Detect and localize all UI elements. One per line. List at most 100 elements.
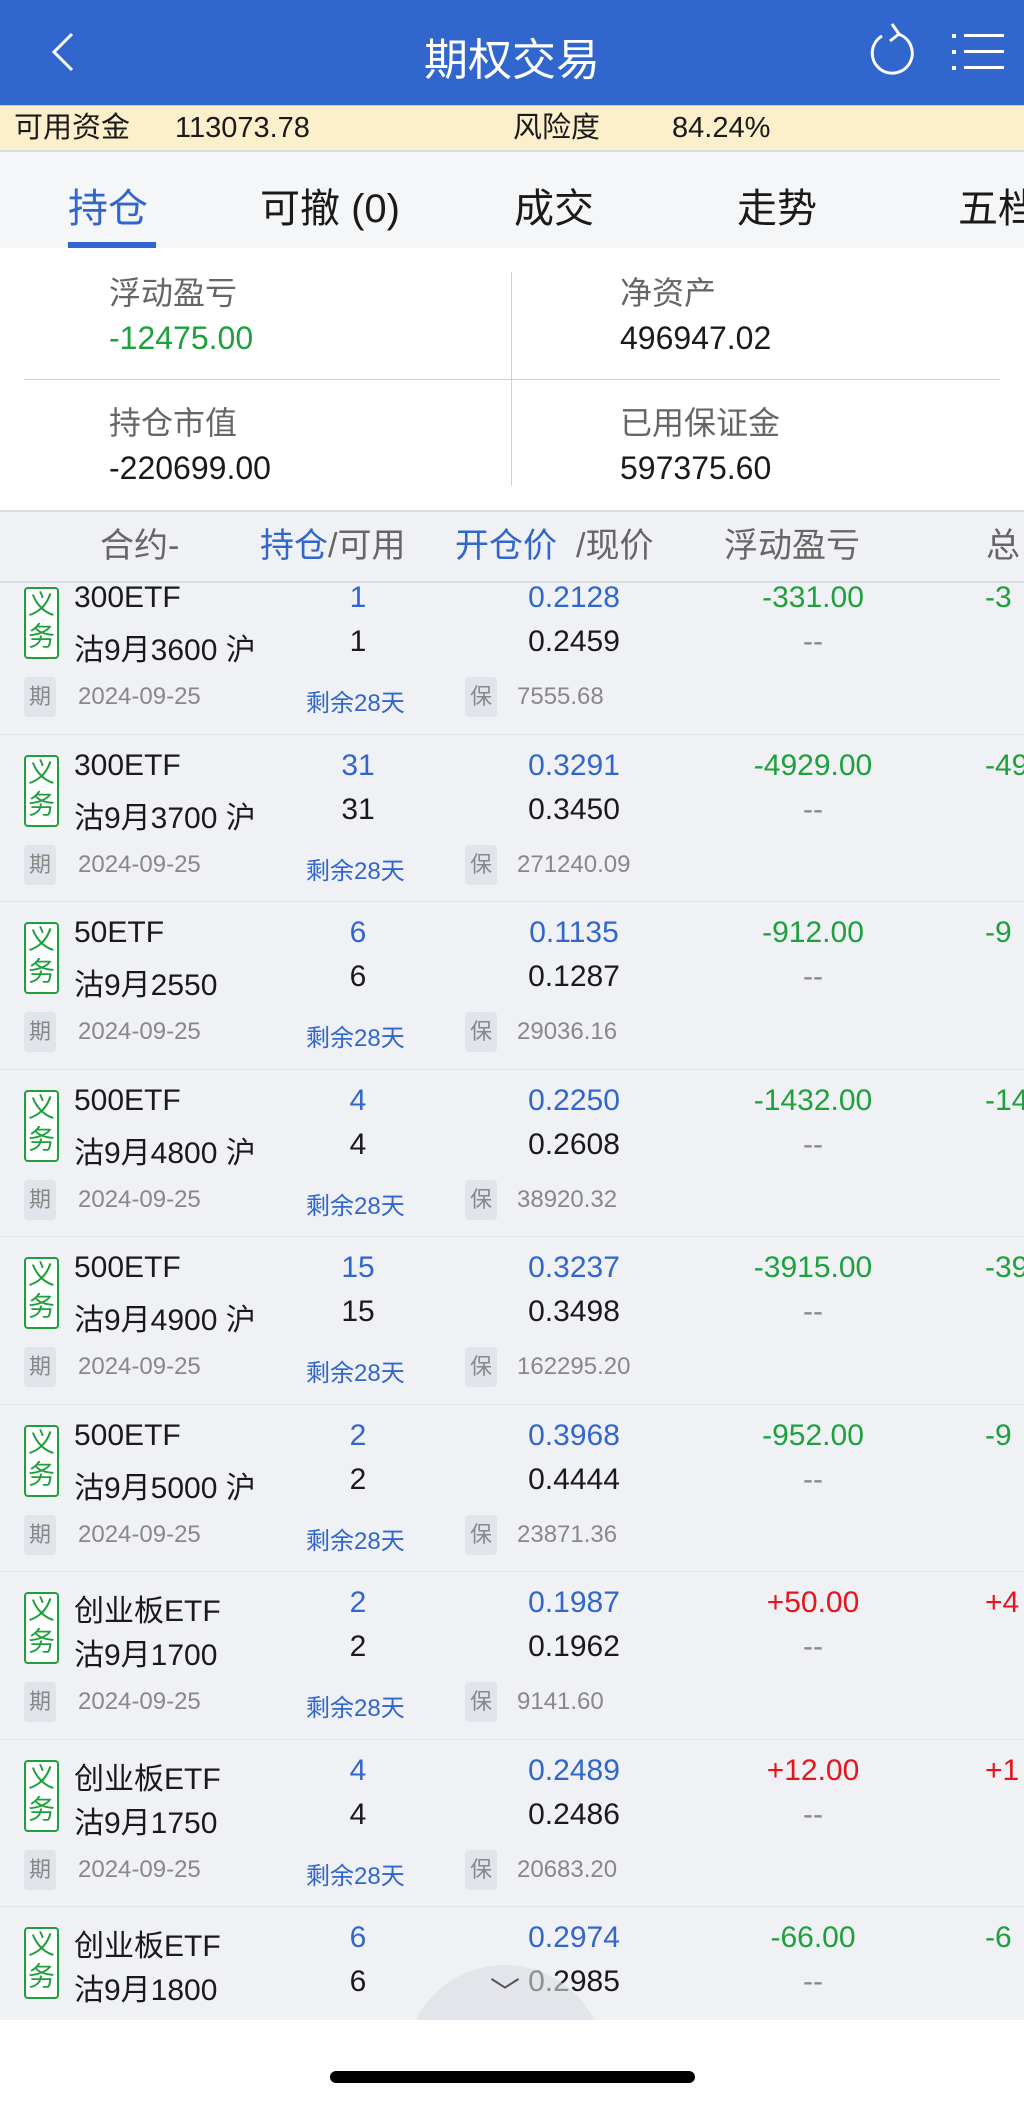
days-remaining: 剩余28天 [306,690,405,717]
underlying-name: 创业板ETF [74,1595,221,1628]
margin-value: 38920.32 [517,1185,618,1213]
margin-tag: 保 [465,1514,497,1555]
tab-five-levels[interactable]: 五档 [958,187,1024,231]
expiry-date: 2024-09-25 [78,683,201,710]
margin-tag: 保 [465,1347,497,1387]
margin-value: 20683.20 [517,1855,618,1883]
available-qty: 2 [349,1630,367,1663]
expiry-tag: 期 [24,1849,56,1890]
chevron-left-icon[interactable] [44,30,84,74]
position-qty: 15 [341,1251,375,1284]
position-qty: 6 [349,916,367,949]
available-qty: 4 [349,1127,367,1161]
home-indicator[interactable] [330,2071,695,2083]
header-total-pl[interactable]: 总 [986,527,1020,565]
contract-name: 沽9月2550 [74,969,218,1002]
table-row[interactable]: 义务 创业板ETF 沽9月1750 4 4 0.2489 0.2486 +12.… [0,1740,1024,1907]
obligation-badge: 义务 [24,922,59,994]
margin-tag: 保 [465,677,497,717]
contract-name: 沽9月5000 沪 [74,1471,256,1505]
float-pl-sub: -- [803,1295,823,1328]
contract-name: 沽9月4800 沪 [74,1136,256,1170]
float-pl: -4929.00 [753,748,873,782]
expiry-tag: 期 [24,844,56,885]
float-pl: -66.00 [770,1921,856,1954]
margin-value: 271240.09 [517,850,631,878]
open-price: 0.2250 [528,1083,620,1117]
header-contract[interactable]: 合约- [100,527,180,565]
margin-tag: 保 [465,1849,497,1890]
underlying-name: 300ETF [74,748,181,782]
expiry-tag: 期 [24,1179,56,1220]
days-remaining: 剩余28天 [306,1025,405,1052]
current-price: 0.3450 [528,792,620,826]
position-qty: 2 [349,1418,367,1452]
tab-trades[interactable]: 成交 [514,187,594,231]
table-row[interactable]: 义务 500ETF 沽9月4800 沪 4 4 0.2250 0.2608 -1… [0,1070,1024,1237]
margin-value: 23871.36 [517,1520,618,1548]
available-funds-label: 可用资金 [14,112,131,144]
tab-cancelable[interactable]: 可撤 (0) [260,187,400,231]
header-position[interactable]: 持仓 [260,527,328,565]
tab-trend[interactable]: 走势 [737,187,817,231]
table-row[interactable]: 义务 创业板ETF 沽9月1700 2 2 0.1987 0.1962 +50.… [0,1572,1024,1740]
risk-label: 风险度 [513,112,601,144]
contract-name: 沽9月3700 沪 [74,801,256,835]
margin-used: 已用保证金 597375.60 [620,405,781,486]
total-pl: -3 [985,583,1012,614]
current-price: 0.2459 [528,625,620,658]
days-remaining: 剩余28天 [306,1695,405,1722]
table-row[interactable]: 义务 50ETF 沽9月2550 6 6 0.1135 0.1287 -912.… [0,902,1024,1070]
margin-tag: 保 [465,844,497,885]
header-open-price[interactable]: 开仓价 [455,527,557,565]
header-float-pl[interactable]: 浮动盈亏 [724,527,860,565]
float-pl-sub: -- [803,1127,823,1161]
float-pl: +50.00 [766,1586,860,1619]
open-price: 0.3237 [528,1251,620,1284]
open-price: 0.2489 [528,1753,620,1787]
table-row[interactable]: 义务 500ETF 沽9月4900 沪 15 15 0.3237 0.3498 … [0,1237,1024,1405]
current-price: 0.4444 [528,1462,620,1496]
obligation-badge: 义务 [24,1257,59,1329]
current-price: 0.2486 [528,1797,620,1831]
underlying-name: 500ETF [74,1083,181,1117]
margin-value: 9141.60 [517,1688,604,1715]
table-row[interactable]: 义务 300ETF 沽9月3700 沪 31 31 0.3291 0.3450 … [0,735,1024,902]
list-menu-icon[interactable] [952,30,1004,74]
expiry-tag: 期 [24,1012,56,1052]
contract-name: 沽9月3600 沪 [74,634,256,667]
position-qty: 31 [341,748,375,782]
table-row[interactable]: 义务 300ETF 沽9月3600 沪 1 1 0.2128 0.2459 -3… [0,583,1024,735]
obligation-badge: 义务 [24,1759,59,1832]
float-pl-sub: -- [803,960,823,993]
contract-name: 沽9月1800 [74,1974,218,2007]
tab-positions[interactable]: 持仓 [68,187,148,231]
obligation-badge: 义务 [24,587,59,659]
current-price: 0.2608 [528,1127,620,1161]
float-pl: 浮动盈亏 -12475.00 [109,275,254,356]
total-pl: -9 [985,1418,1012,1452]
header-available: /可用 [328,527,406,565]
margin-value: 29036.16 [517,1018,618,1045]
tab-bar: 持仓 可撤 (0) 成交 走势 五档 [0,152,1024,248]
contract-name: 沽9月4900 沪 [74,1304,256,1337]
header-current-price: /现价 [576,527,654,565]
days-remaining: 剩余28天 [306,1192,405,1220]
float-pl-sub: -- [803,1965,823,1998]
chevron-down-icon[interactable]: ﹀ [490,1977,520,2010]
expiry-date: 2024-09-25 [78,1353,201,1380]
expiry-date: 2024-09-25 [78,1855,201,1883]
refresh-icon[interactable] [868,22,918,78]
expiry-tag: 期 [24,677,56,717]
obligation-badge: 义务 [24,754,59,827]
available-qty: 2 [349,1462,367,1496]
current-price: 0.3498 [528,1295,620,1328]
total-pl: +4 [985,1586,1020,1619]
expiry-date: 2024-09-25 [78,1185,201,1213]
table-row[interactable]: 义务 500ETF 沽9月5000 沪 2 2 0.3968 0.4444 -9… [0,1405,1024,1572]
float-pl: -912.00 [762,916,864,949]
available-qty: 15 [341,1295,375,1328]
fund-bar: 可用资金 113073.78 风险度 84.24% [0,105,1024,152]
float-pl-sub: -- [803,1630,823,1663]
days-remaining: 剩余28天 [306,1360,405,1387]
